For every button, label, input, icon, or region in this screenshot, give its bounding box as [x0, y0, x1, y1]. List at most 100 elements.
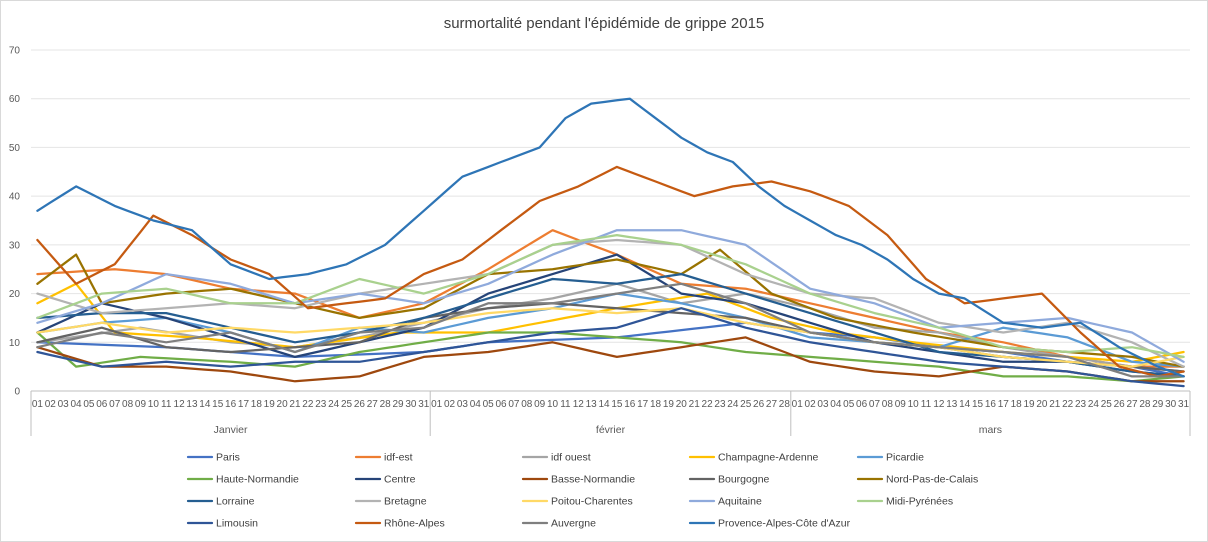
- x-tick-label: 23: [315, 399, 327, 410]
- legend-entry: Champagne-Ardenne: [718, 452, 819, 464]
- x-tick-label: 09: [534, 399, 546, 410]
- y-tick-label: 70: [9, 46, 21, 57]
- y-axis: 0 10 20 30 40 50 60 70: [9, 46, 21, 398]
- legend: Paris idf-est idf ouest Champagne-Ardenne Pi…: [186, 452, 978, 530]
- x-tick-label: 24: [727, 399, 739, 410]
- x-tick-label: 28: [779, 399, 791, 410]
- x-tick-label: 19: [1023, 399, 1035, 410]
- legend-entry: Picardie: [886, 452, 924, 464]
- x-tick-label: 11: [560, 399, 571, 410]
- x-tick-label: 21: [1049, 399, 1061, 410]
- x-tick-label: 28: [380, 399, 392, 410]
- legend-entry: Midi-Pyrénées: [886, 496, 953, 508]
- legend-entry: Lorraine: [216, 496, 255, 508]
- x-tick-label: 24: [1088, 399, 1100, 410]
- x-tick-label: 13: [186, 399, 198, 410]
- month-label: février: [596, 424, 626, 436]
- x-tick-label: 20: [676, 399, 688, 410]
- x-tick-label: 21: [689, 399, 701, 410]
- legend-entry: Provence-Alpes-Côte d'Azur: [718, 518, 851, 530]
- x-tick-label: 22: [1062, 399, 1074, 410]
- legend-entry: idf ouest: [551, 452, 591, 464]
- x-tick-label: 04: [830, 399, 842, 410]
- series-line: [36, 248, 1185, 368]
- series-line: [36, 282, 1185, 378]
- x-tick-label: 30: [1165, 399, 1177, 410]
- y-tick-label: 30: [9, 240, 21, 251]
- x-tick-label: 27: [766, 399, 778, 410]
- x-tick-label: 10: [547, 399, 559, 410]
- x-tick-label: 27: [1126, 399, 1138, 410]
- y-tick-label: 10: [9, 338, 21, 349]
- x-tick-label: 12: [573, 399, 585, 410]
- x-tick-label: 27: [367, 399, 379, 410]
- x-tick-label: 02: [805, 399, 817, 410]
- x-tick-label: 14: [598, 399, 610, 410]
- x-tick-label: 23: [1075, 399, 1087, 410]
- x-tick-label: 20: [277, 399, 289, 410]
- x-tick-label: 12: [174, 399, 186, 410]
- x-tick-label: 13: [946, 399, 958, 410]
- x-tick-label: 19: [663, 399, 675, 410]
- x-tick-label: 25: [341, 399, 353, 410]
- x-tick-label: 08: [521, 399, 533, 410]
- x-tick-label: 18: [251, 399, 263, 410]
- x-tick-label: 31: [418, 399, 430, 410]
- x-tick-label: 30: [405, 399, 417, 410]
- legend-entry: Basse-Normandie: [551, 474, 635, 486]
- x-tick-label: 13: [586, 399, 598, 410]
- x-tick-label: 17: [238, 399, 250, 410]
- series-line: [36, 165, 1185, 378]
- x-tick-label: 22: [702, 399, 714, 410]
- series-line: [36, 253, 1185, 378]
- x-tick-label: 18: [1011, 399, 1023, 410]
- x-tick-label: 15: [212, 399, 224, 410]
- series-line: [36, 331, 1185, 383]
- x-tick-label: 07: [869, 399, 881, 410]
- y-tick-label: 0: [14, 387, 20, 398]
- series-line: [36, 97, 1185, 378]
- month-label: mars: [979, 424, 1002, 436]
- x-tick-label: 16: [985, 399, 997, 410]
- legend-entry: Paris: [216, 452, 240, 464]
- x-tick-label: 05: [483, 399, 495, 410]
- x-tick-label: 12: [933, 399, 945, 410]
- x-tick-label: 31: [1178, 399, 1190, 410]
- legend-entry: Haute-Normandie: [216, 474, 299, 486]
- legend-entry: Rhône-Alpes: [384, 518, 445, 530]
- x-tick-label: 03: [457, 399, 469, 410]
- x-tick-label: 03: [58, 399, 70, 410]
- x-tick-label: 14: [959, 399, 971, 410]
- x-tick-label: 16: [225, 399, 237, 410]
- series-lines: [36, 97, 1185, 388]
- y-tick-label: 20: [9, 289, 21, 300]
- x-tick-label: 10: [148, 399, 160, 410]
- x-tick-label: 11: [161, 399, 172, 410]
- x-tick-label: 04: [470, 399, 482, 410]
- x-tick-label: 07: [109, 399, 121, 410]
- x-tick-label: 16: [624, 399, 636, 410]
- x-tick-label: 20: [1036, 399, 1048, 410]
- chart-title: surmortalité pendant l'épidémide de grip…: [444, 15, 765, 32]
- legend-entry: Limousin: [216, 518, 258, 530]
- x-tick-label: 02: [45, 399, 57, 410]
- legend-entry: Poitou-Charentes: [551, 496, 633, 508]
- x-tick-label: 26: [753, 399, 765, 410]
- legend-entry: Aquitaine: [718, 496, 762, 508]
- legend-entry: Nord-Pas-de-Calais: [886, 474, 978, 486]
- legend-entry: Bourgogne: [718, 474, 770, 486]
- x-tick-label: 08: [882, 399, 894, 410]
- x-tick-label: 21: [289, 399, 301, 410]
- legend-entry: Auvergne: [551, 518, 596, 530]
- x-tick-label: 01: [32, 399, 44, 410]
- x-tick-label: 23: [714, 399, 726, 410]
- x-tick-label: 11: [921, 399, 932, 410]
- x-tick-label: 09: [895, 399, 907, 410]
- legend-entry: idf-est: [384, 452, 413, 464]
- x-tick-label: 26: [1114, 399, 1126, 410]
- series-line: [36, 336, 1185, 383]
- x-tick-label: 01: [792, 399, 804, 410]
- x-tick-label: 24: [328, 399, 340, 410]
- x-tick-label: 06: [96, 399, 108, 410]
